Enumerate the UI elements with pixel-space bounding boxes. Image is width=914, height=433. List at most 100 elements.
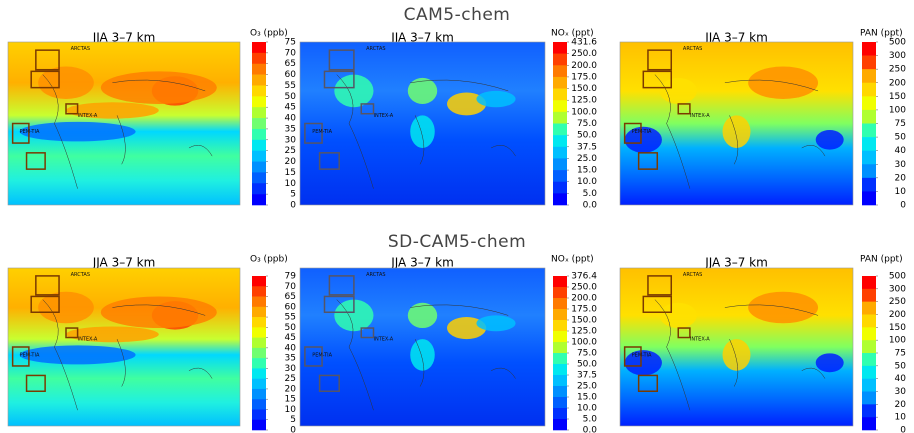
colorbar-label: O₃ (ppb) [250,255,288,265]
colorbar-tick-label: 10 [285,405,297,415]
campaign-label: INTEX-A [374,113,394,119]
campaign-label: ARCTAS [683,46,702,52]
colorbar-tick-label: 30 [285,135,297,145]
colorbar-tick-label: 30 [285,364,297,374]
map-feature [815,130,844,150]
colorbar-tick-label: 45 [285,333,296,343]
colorbar-bin [553,181,567,194]
colorbar-tick-label: 70 [285,282,297,292]
campaign-label: PEM-TIA [632,129,652,135]
colorbar-tick-label: 300 [889,284,906,294]
campaign-box [623,346,642,367]
map-feature [447,92,487,116]
colorbar-tick-label: 250 [889,297,906,307]
colorbar-tick-label: 75.0 [577,349,597,359]
panel-title: JJA 3–7 km [390,256,454,270]
colorbar-bin [553,158,567,171]
colorbar-bin [862,404,876,418]
campaign-box [30,295,60,313]
map-feature [748,291,819,324]
map-frame [619,41,854,206]
campaign-box [65,103,79,115]
campaign-box [318,374,340,392]
map-feature [19,121,136,142]
colorbar-tick-label: 40 [285,343,297,353]
colorbar-bin [252,96,266,108]
panel-title: JJA 3–7 km [92,256,156,270]
colorbar-tick-label: 15 [285,395,296,405]
map-feature [66,326,159,343]
map-feature [410,115,435,148]
colorbar-tick-label: 300 [889,51,906,61]
colorbar-bin [252,183,266,195]
colorbar-tick-label: 20 [285,384,297,394]
colorbar-bin [862,288,876,302]
colorbar-bin [553,386,567,398]
colorbar-tick-label: 20 [895,173,907,183]
colorbar-bin [252,118,266,130]
colorbar-bin [252,74,266,86]
coastline [336,74,516,189]
colorbar-tick-label: 37.5 [577,142,597,152]
colorbar-bin [252,150,266,162]
colorbar-bin [553,408,567,420]
colorbar-bin [862,378,876,392]
campaign-label: ARCTAS [366,272,385,278]
colorbar-tick-label: 75.0 [577,119,597,129]
map-feature [748,66,819,100]
coastline [654,74,826,189]
colorbar-bin [553,320,567,332]
colorbar-bin [553,276,567,288]
campaign-label: ARCTAS [71,272,90,278]
colorbar-bin [252,419,266,431]
colorbar-bin [862,191,876,206]
colorbar-tick-label: 50 [895,361,907,371]
colorbar-bin [862,365,876,379]
colorbar-tick-label: 20 [285,157,297,167]
colorbar-tick-label: 200.0 [571,294,597,304]
campaign-box [637,374,659,392]
campaign-box [642,70,673,89]
campaign-label: ARCTAS [71,46,90,52]
colorbar-tick-label: 10.0 [577,177,597,187]
colorbar-tick-label: 150 [889,92,906,102]
colorbar-tick-label: 40 [285,114,297,124]
colorbar-tick-label: 25 [285,374,296,384]
map-feature [19,345,136,365]
colorbar-bin [252,388,266,400]
map-feature [659,77,697,104]
colorbar-tick-label: 200 [889,310,906,320]
map-feature [722,115,751,148]
colorbar-tick-label: 30 [895,387,907,397]
colorbar-bin [252,161,266,173]
campaign-box [323,70,355,89]
colorbar-bin [553,170,567,183]
colorbar-tick-label: 35 [285,124,296,134]
colorbar-tick-label: 0 [290,201,296,211]
campaign-box [11,122,30,144]
colorbar-bin [553,111,567,124]
colorbar-bin [553,364,567,376]
map-frame [299,267,546,427]
colorbar-tick-label: 70 [285,48,297,58]
campaign-label: INTEX-A [690,337,710,343]
colorbar-tick-label: 0.0 [583,201,598,211]
campaign-box [304,122,323,144]
map-feature [815,353,844,373]
campaign-label: INTEX-A [78,337,98,343]
campaign-box [323,295,355,313]
colorbar-bin [252,63,266,75]
campaign-box [35,49,60,71]
colorbar-bin [252,85,266,97]
map-feature [476,90,516,108]
colorbar-tick-label: 125.0 [571,327,597,337]
colorbar-bin [252,286,266,297]
colorbar-label: PAN (ppt) [860,29,903,39]
campaign-box [360,103,375,115]
campaign-label: PEM-TIA [20,352,40,358]
colorbar-tick-label: 10 [285,179,297,189]
colorbar-tick-label: 250.0 [571,49,597,59]
colorbar-bin [553,42,567,54]
colorbar-tick-label: 10 [895,413,907,423]
colorbar-bin [553,88,567,101]
